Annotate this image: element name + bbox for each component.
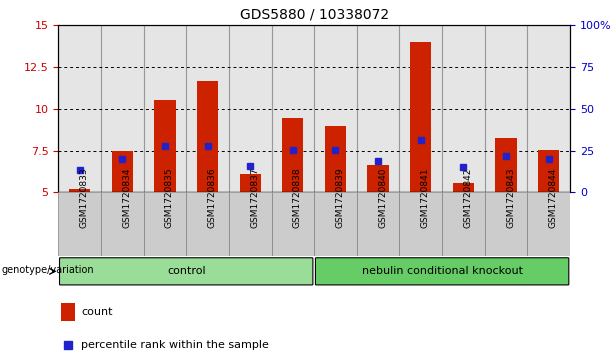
Bar [69,189,90,192]
Bar [112,151,133,192]
Bar [143,25,186,192]
Text: GSM1720836: GSM1720836 [208,167,216,228]
Bar [527,192,570,256]
Bar [154,100,175,192]
FancyBboxPatch shape [59,258,313,285]
Bar [527,25,570,192]
Bar [485,192,527,256]
Bar [272,192,314,256]
Text: GSM1720838: GSM1720838 [293,167,302,228]
Bar [357,25,400,192]
Bar [58,192,101,256]
Text: percentile rank within the sample: percentile rank within the sample [82,340,269,350]
Bar [282,118,303,192]
Title: GDS5880 / 10338072: GDS5880 / 10338072 [240,8,389,21]
Bar [186,25,229,192]
Bar [229,192,272,256]
Bar [197,81,218,192]
Bar [495,138,517,192]
Bar [186,192,229,256]
Bar [101,192,143,256]
Text: GSM1720840: GSM1720840 [378,167,387,228]
Text: GSM1720843: GSM1720843 [506,167,515,228]
Bar [314,25,357,192]
Text: count: count [82,307,113,317]
Bar [538,150,560,192]
Bar [272,25,314,192]
Bar [485,25,527,192]
Text: GSM1720841: GSM1720841 [421,167,430,228]
Text: GSM1720837: GSM1720837 [250,167,259,228]
Bar [442,192,485,256]
Bar [101,25,143,192]
Bar [453,183,474,192]
Text: GSM1720839: GSM1720839 [335,167,345,228]
Text: GSM1720833: GSM1720833 [80,167,88,228]
FancyBboxPatch shape [316,258,569,285]
Bar [314,192,357,256]
Text: nebulin conditional knockout: nebulin conditional knockout [362,266,523,276]
Text: control: control [167,266,205,276]
Bar [143,192,186,256]
Bar [442,25,485,192]
Text: GSM1720835: GSM1720835 [165,167,174,228]
Bar [240,174,261,192]
Bar [367,165,389,192]
Bar [58,25,101,192]
Text: GSM1720844: GSM1720844 [549,167,558,228]
Bar [400,25,442,192]
Text: GSM1720842: GSM1720842 [463,167,473,228]
Bar [410,42,432,192]
Text: genotype/variation: genotype/variation [1,265,94,275]
Text: GSM1720834: GSM1720834 [122,167,131,228]
Bar [229,25,272,192]
Bar [357,192,400,256]
Bar [400,192,442,256]
Bar [325,126,346,192]
Bar [61,303,75,322]
